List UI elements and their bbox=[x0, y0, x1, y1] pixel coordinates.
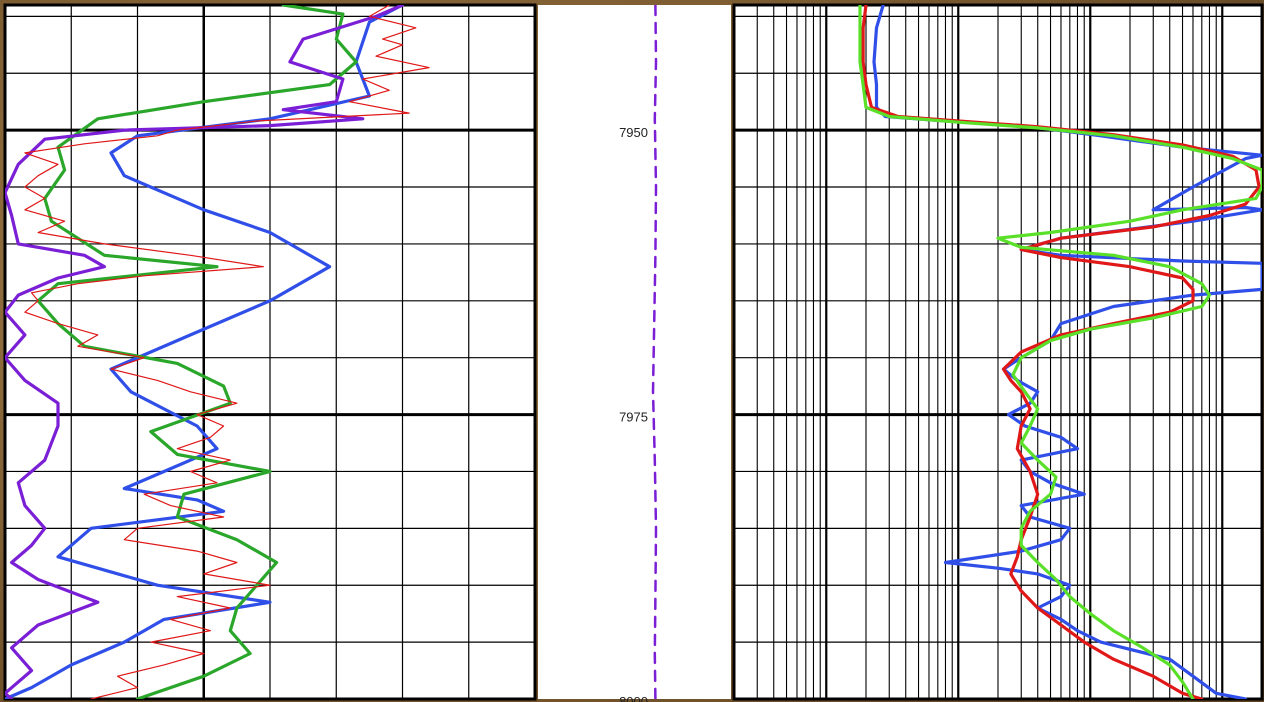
left-series-line-4 bbox=[24, 5, 430, 699]
right-track-border bbox=[732, 3, 1264, 701]
depth-tick-label: 7975 bbox=[619, 410, 648, 425]
left-track-border bbox=[3, 3, 537, 701]
depth-tick-label: 7950 bbox=[619, 125, 648, 140]
depth-tick-label: 8000 bbox=[619, 694, 648, 702]
left-series-line-2 bbox=[36, 5, 358, 699]
depth-track-background bbox=[538, 5, 731, 699]
depth-track: 7950 7975 8000 bbox=[538, 5, 731, 702]
right-gridlines bbox=[732, 3, 1264, 701]
right-series-line-3 bbox=[858, 5, 1262, 699]
left-track bbox=[3, 3, 537, 701]
left-series-line-1 bbox=[5, 5, 405, 699]
left-series-line-3 bbox=[5, 5, 405, 699]
left-gridlines bbox=[3, 3, 537, 701]
depth-series-line-1 bbox=[651, 5, 658, 699]
right-track bbox=[732, 3, 1264, 701]
